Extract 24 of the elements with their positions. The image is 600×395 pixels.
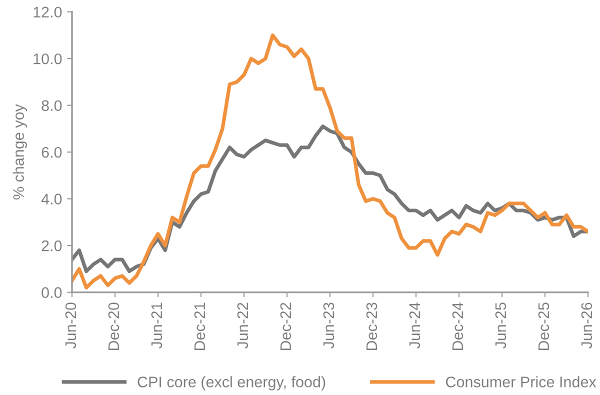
y-tick-label: 4.0 (41, 194, 62, 205)
x-tick-label: Dec-24 (452, 302, 464, 350)
x-tick-label: Jun-21 (151, 302, 162, 348)
y-tick-label: 2.0 (42, 240, 62, 252)
y-tick-label: 8.0 (42, 100, 62, 112)
x-tick-label: Dec-20 (108, 302, 120, 350)
x-tick-label: Jun-26 (581, 302, 592, 348)
y-axis-title: % change yoy (12, 104, 27, 200)
x-tick-label: Jun-25 (495, 302, 506, 348)
legend-label: Consumer Price Index (446, 376, 596, 388)
y-tick-label: 6.0 (42, 146, 62, 158)
legend-label: CPI core (excl energy, food) (138, 376, 326, 390)
x-tick-label: Jun-22 (237, 302, 248, 348)
x-tick-label: Jun-23 (323, 302, 334, 348)
line-series (72, 33, 588, 290)
y-tick-label: 12.0 (34, 6, 62, 18)
y-tick-label: 0.0 (42, 287, 62, 298)
x-tick-label: Dec-23 (366, 302, 378, 350)
x-tick-label: Dec-25 (538, 302, 550, 350)
x-tick-label: Jun-24 (409, 302, 420, 348)
x-tick-label: Dec-21 (194, 302, 206, 350)
x-tick-label: Jun-20 (65, 302, 76, 348)
x-tick-label: Dec-22 (280, 302, 292, 350)
y-tick-label: 10.0 (34, 53, 62, 64)
